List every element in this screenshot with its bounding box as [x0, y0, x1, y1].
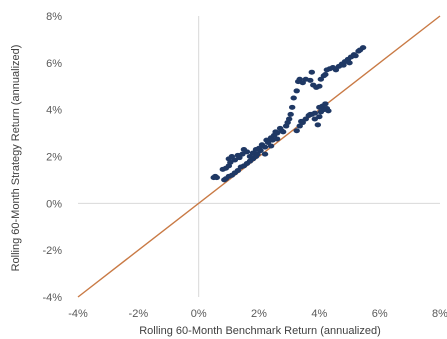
data-point — [311, 110, 319, 116]
data-point — [293, 88, 300, 94]
data-point — [213, 175, 220, 181]
data-point — [246, 154, 254, 159]
data-point — [302, 116, 309, 122]
data-point — [254, 151, 261, 157]
data-point — [257, 148, 264, 154]
data-point — [231, 157, 239, 163]
data-point — [243, 149, 251, 155]
data-point — [316, 114, 323, 120]
y-tick-label: 2% — [46, 152, 62, 164]
y-tick-label: 4% — [46, 105, 62, 117]
data-point — [332, 67, 340, 73]
data-point — [346, 60, 353, 66]
data-point — [234, 168, 242, 174]
x-tick-label: 8% — [432, 308, 447, 320]
data-point — [293, 128, 300, 134]
data-point — [264, 139, 272, 145]
x-tick-label: -2% — [129, 308, 149, 320]
data-point — [317, 76, 325, 82]
data-points — [210, 45, 367, 183]
data-point — [228, 154, 236, 159]
x-tick-label: 4% — [311, 308, 327, 320]
data-point — [308, 69, 315, 75]
x-tick-label: 0% — [191, 308, 207, 320]
data-point — [239, 151, 246, 157]
data-point — [352, 53, 359, 59]
data-point — [267, 143, 275, 149]
data-point — [322, 72, 329, 78]
x-tick-label: -4% — [68, 308, 88, 320]
y-tick-label: 0% — [46, 198, 62, 210]
y-tick-label: 8% — [46, 11, 62, 23]
data-point — [307, 77, 314, 83]
y-tick-label: -4% — [42, 292, 62, 304]
data-point — [236, 155, 243, 161]
data-point — [279, 129, 287, 135]
y-axis-ticks: -4% -2% 0% 2% 4% 6% 8% — [42, 11, 62, 304]
x-axis-ticks: -4% -2% 0% 2% 4% 6% 8% — [68, 308, 447, 320]
data-point — [359, 45, 367, 51]
data-point — [325, 108, 332, 114]
data-point — [322, 101, 329, 107]
data-point — [273, 136, 281, 142]
data-point — [285, 116, 293, 122]
data-point — [273, 130, 281, 136]
data-point — [261, 144, 269, 150]
data-point — [314, 122, 322, 128]
data-point — [296, 76, 303, 82]
data-point — [290, 95, 297, 101]
y-axis-title: Rolling 60-Month Strategy Return (annual… — [10, 45, 22, 272]
data-point — [316, 83, 323, 89]
data-point — [299, 120, 306, 126]
data-point — [261, 151, 269, 157]
y-tick-label: -2% — [42, 245, 62, 257]
x-axis-title: Rolling 60-Month Benchmark Return (annua… — [139, 325, 381, 337]
y-tick-label: 6% — [46, 58, 62, 70]
data-point — [299, 80, 306, 86]
data-point — [288, 104, 296, 110]
x-tick-label: 2% — [251, 308, 267, 320]
data-point — [311, 116, 319, 122]
data-point — [287, 111, 294, 117]
x-tick-label: 6% — [372, 308, 388, 320]
data-point — [296, 123, 303, 129]
